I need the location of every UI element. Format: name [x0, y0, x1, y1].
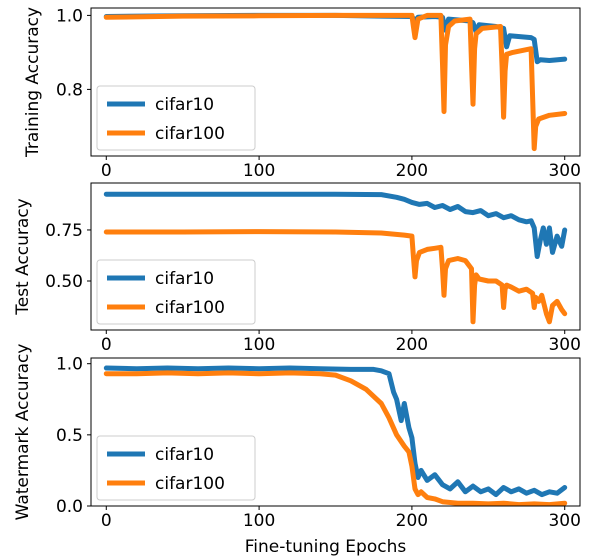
legend-label-cifar10: cifar10 — [155, 445, 214, 465]
y-tick-label: 0.50 — [45, 272, 83, 292]
axes-frame — [90, 357, 581, 507]
series-line-cifar10 — [103, 12, 568, 65]
y-tick-label: 0.0 — [56, 497, 83, 517]
x-tick-label: 200 — [396, 161, 428, 181]
x-tick-label: 200 — [396, 335, 428, 355]
series-line-cifar100 — [103, 229, 568, 325]
legend-label-cifar100: cifar100 — [155, 298, 225, 318]
y-axis-label: Watermark Accuracy — [13, 344, 33, 521]
panel-training-accuracy: 0 100 200 300 0.8 1.0 Training Accuracy cifar10… — [23, 6, 581, 181]
panel-test-accuracy: 0 100 200 300 0.50 0.75 Test Accuracy cifar10 ci… — [13, 182, 581, 355]
series-line-cifar100 — [103, 370, 568, 506]
panel-watermark-accuracy: 0 100 200 300 0.0 0.5 1.0 Watermark Accuracy Fin… — [13, 344, 581, 557]
axes-frame — [90, 182, 581, 331]
x-tick-label: 100 — [243, 335, 275, 355]
y-tick-label: 0.8 — [56, 80, 83, 100]
series-line-cifar100 — [103, 12, 568, 152]
x-tick-label: 0 — [101, 335, 112, 355]
x-axis-label: Fine-tuning Epochs — [245, 537, 407, 557]
legend-label-cifar10: cifar10 — [155, 95, 214, 115]
x-tick-label: 100 — [243, 161, 275, 181]
y-axis-label: Test Accuracy — [13, 198, 33, 316]
x-tick-label: 300 — [548, 161, 580, 181]
series-line-cifar10 — [103, 365, 568, 498]
x-tick-label: 200 — [396, 511, 428, 531]
axes-frame — [90, 7, 581, 157]
x-tick-label: 300 — [548, 511, 580, 531]
x-tick-label: 300 — [548, 335, 580, 355]
legend-label-cifar100: cifar100 — [155, 474, 225, 494]
y-tick-label: 1.0 — [56, 6, 83, 26]
y-tick-label: 1.0 — [56, 355, 83, 375]
x-tick-label: 100 — [243, 511, 275, 531]
series-line-cifar10 — [103, 191, 568, 259]
x-tick-label: 0 — [101, 161, 112, 181]
y-tick-label: 0.75 — [45, 221, 83, 241]
legend-label-cifar100: cifar100 — [155, 124, 225, 144]
x-tick-label: 0 — [101, 511, 112, 531]
y-axis-label: Training Accuracy — [23, 7, 43, 158]
legend-label-cifar10: cifar10 — [155, 269, 214, 289]
y-tick-label: 0.5 — [56, 426, 83, 446]
